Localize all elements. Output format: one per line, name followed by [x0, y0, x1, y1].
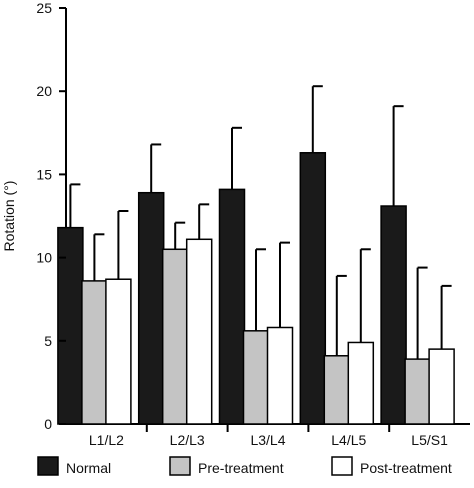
bars-layer — [57, 85, 455, 425]
legend-swatch — [37, 456, 59, 476]
legend-label: Normal — [66, 460, 111, 476]
y-tick-label: 20 — [36, 83, 52, 99]
y-axis-label: Rotation (°) — [1, 181, 17, 252]
legend: Normal Pre-treatment Post-treatment — [37, 456, 452, 476]
bar — [299, 152, 327, 425]
bar — [404, 358, 431, 425]
bar — [380, 205, 407, 425]
legend-swatch — [169, 456, 191, 476]
bar — [105, 278, 132, 425]
bar — [137, 191, 165, 425]
x-tick-label: L3/L4 — [250, 432, 285, 448]
bar — [161, 248, 189, 425]
bar — [81, 280, 108, 425]
y-tick-label: 10 — [36, 250, 52, 266]
x-tick-label: L1/L2 — [89, 432, 124, 448]
x-tick-label: L4/L5 — [331, 432, 366, 448]
y-tick-label: 5 — [44, 333, 52, 349]
bar — [347, 341, 375, 425]
bar — [323, 355, 351, 425]
bar — [428, 348, 455, 425]
bar — [242, 330, 270, 425]
y-tick-label: 25 — [36, 0, 52, 16]
bar — [266, 326, 294, 425]
bar — [185, 238, 213, 425]
legend-label: Post-treatment — [360, 460, 452, 476]
x-tick-label: L5/S1 — [411, 432, 448, 448]
bar — [218, 188, 246, 425]
ticks-layer: 0 5 10 15 20 25 L1/L2 L2/L3 L3/L4 L4/L5 L5/S1 — [36, 0, 448, 448]
y-tick-label: 15 — [36, 166, 52, 182]
y-tick-label: 0 — [44, 416, 52, 432]
legend-label: Pre-treatment — [198, 460, 284, 476]
x-tick-label: L2/L3 — [170, 432, 205, 448]
legend-swatch — [331, 456, 353, 476]
